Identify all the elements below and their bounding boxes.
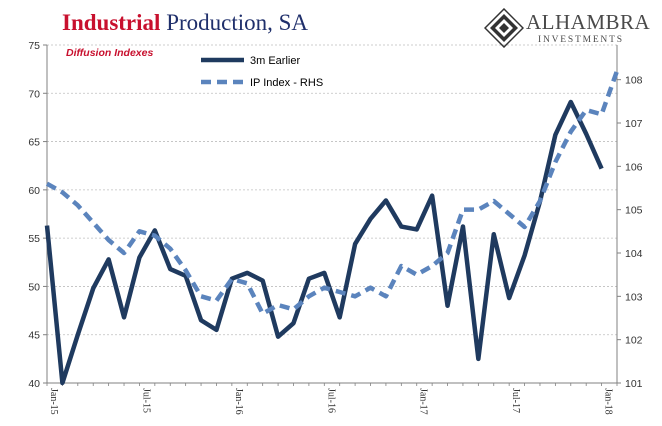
right-tick-label: 103 — [625, 291, 643, 303]
right-tick-label: 104 — [625, 248, 643, 260]
x-tick-label: Jan-15 — [48, 388, 59, 415]
left-tick-label: 70 — [28, 88, 40, 100]
x-tick-label: Jan-18 — [603, 388, 614, 415]
chart-title: Industrial Production, SA — [62, 10, 308, 36]
alhambra-diamond-logo-icon — [484, 8, 524, 48]
x-tick-label: Jul-16 — [325, 388, 336, 413]
right-tick-label: 107 — [625, 118, 643, 130]
chart-title-part2: Production, SA — [160, 10, 309, 35]
left-tick-label: 65 — [28, 137, 40, 149]
left-tick-label: 45 — [28, 330, 40, 342]
legend: 3m Earlier IP Index - RHS — [201, 55, 323, 89]
chart-title-part1: Industrial — [62, 10, 161, 35]
gridlines — [47, 44, 617, 336]
x-axis-ticks: Jan-15 Jul-15 Jan-16 Jul-16 Jan-17 Jul-17 Jan-… — [46, 383, 618, 415]
series-lines — [44, 70, 620, 386]
left-tick-label: 50 — [28, 281, 40, 293]
right-tick-label: 106 — [625, 161, 643, 173]
right-tick-label: 105 — [625, 205, 643, 217]
series-line-3m-earlier — [44, 99, 604, 386]
series-line-ip-index — [45, 70, 620, 316]
right-tick-label: 108 — [625, 75, 643, 87]
right-tick-label: 102 — [625, 335, 643, 347]
left-tick-label: 75 — [28, 40, 40, 52]
left-axis-ticks: 40 45 50 55 60 65 70 75 — [28, 40, 47, 390]
logo-subtitle: INVESTMENTS — [538, 35, 624, 45]
x-tick-label: Jul-17 — [510, 388, 521, 413]
chart-subtitle: Diffusion Indexes — [66, 47, 154, 59]
alhambra-logo: ALHAMBRA INVESTMENTS — [484, 8, 660, 48]
logo-name: ALHAMBRA — [526, 10, 651, 34]
legend-label-solid: 3m Earlier — [250, 55, 300, 67]
x-tick-label: Jan-17 — [418, 388, 429, 415]
plot-frame — [46, 45, 618, 384]
left-tick-label: 55 — [28, 233, 40, 245]
legend-label-dashed: IP Index - RHS — [250, 77, 323, 89]
right-tick-label: 101 — [625, 378, 643, 390]
left-tick-label: 40 — [28, 378, 40, 390]
x-tick-label: Jan-16 — [233, 388, 244, 415]
left-tick-label: 60 — [28, 185, 40, 197]
x-tick-label: Jul-15 — [140, 388, 151, 413]
right-axis-ticks: 101 102 103 104 105 106 107 108 — [617, 75, 643, 390]
